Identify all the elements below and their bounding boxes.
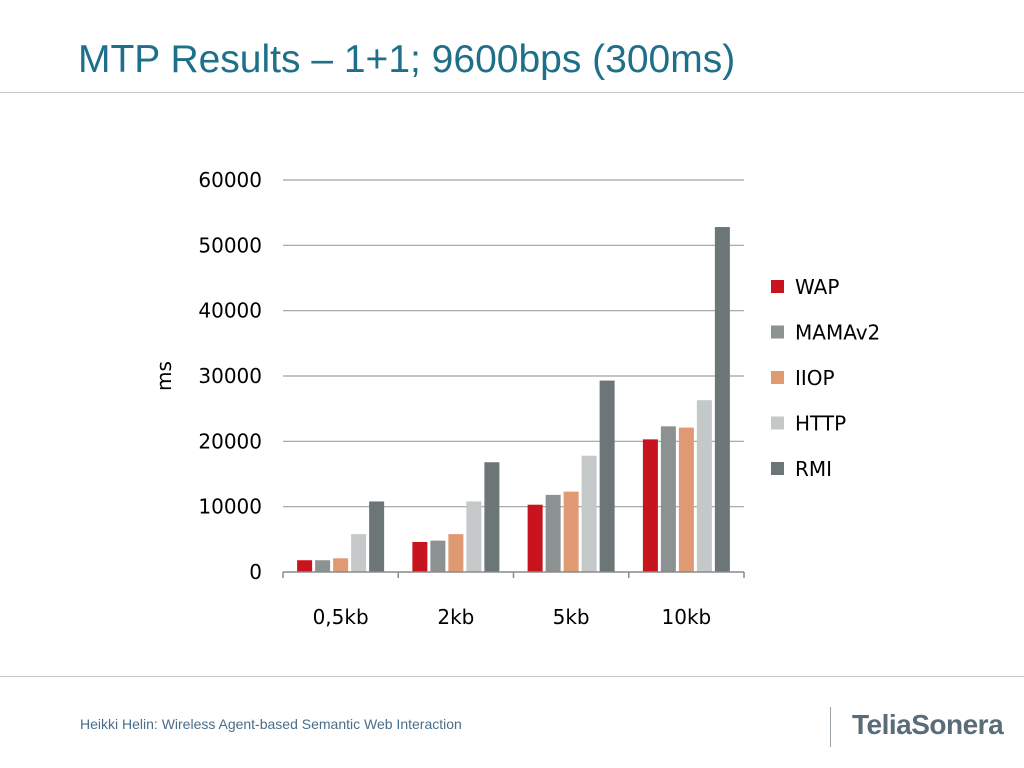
legend-swatch-iiop: [771, 371, 784, 384]
bar-http-1: [351, 534, 367, 572]
x-axis: [282, 571, 745, 578]
tick-labels: 0 10000 20000 30000 40000 50000 60000 0,5kb 2kb 5…: [198, 168, 711, 629]
y-tick-label: 50000: [198, 233, 262, 257]
y-tick-label: 10000: [198, 495, 262, 519]
bar-wap-2: [412, 541, 428, 572]
bar-chart: 0 10000 20000 30000 40000 50000 60000 0,5kb 2kb 5…: [152, 168, 880, 629]
legend-swatch-http: [771, 416, 784, 430]
logo-divider: [830, 707, 831, 747]
bar-iiop-1: [333, 558, 349, 572]
bar-rmi-3: [599, 380, 615, 572]
x-tick-label: 5kb: [553, 605, 590, 629]
y-tick-label: 0: [249, 560, 262, 584]
bar-http-2: [466, 501, 482, 572]
footer-divider: [0, 676, 1024, 677]
bar-http-4: [696, 400, 712, 572]
bar-rmi-2: [484, 462, 500, 572]
slide-title: MTP Results – 1+1; 9600bps (300ms): [78, 38, 736, 81]
legend-label-wap: WAP: [795, 275, 839, 299]
legend-swatch-wap: [771, 280, 784, 293]
legend-label-http: HTTP: [795, 412, 846, 436]
bar-wap-3: [527, 504, 543, 572]
y-axis-label: ms: [152, 361, 176, 391]
bar-iiop-4: [678, 427, 694, 572]
legend-label-iiop: IIOP: [795, 366, 835, 390]
bar-rmi-4: [714, 227, 730, 573]
bar-mamav2-3: [545, 494, 561, 572]
bar-wap-4: [642, 439, 658, 572]
legend: WAP MAMAv2 IIOP HTTP RMI: [771, 275, 880, 481]
bar-http-3: [581, 455, 597, 572]
bar-mamav2-1: [315, 560, 331, 572]
y-tick-label: 40000: [198, 299, 262, 323]
title-divider: [0, 92, 1024, 93]
y-tick-label: 60000: [198, 168, 262, 192]
legend-label-mamav2: MAMAv2: [795, 321, 880, 345]
bar-mamav2-2: [430, 540, 446, 572]
bars: [297, 227, 730, 573]
y-tick-label: 20000: [198, 429, 262, 453]
bar-wap-1: [297, 560, 313, 572]
legend-label-rmi: RMI: [795, 457, 832, 481]
bar-iiop-2: [448, 534, 464, 572]
x-tick-label: 10kb: [662, 605, 712, 629]
legend-swatch-rmi: [771, 462, 784, 475]
teliasonera-logo: TeliaSonera: [852, 709, 1004, 740]
bar-mamav2-4: [660, 426, 676, 572]
bar-rmi-1: [369, 501, 385, 572]
x-tick-label: 2kb: [437, 605, 474, 629]
footer-text: Heikki Helin: Wireless Agent-based Seman…: [80, 716, 462, 732]
x-tick-label: 0,5kb: [313, 605, 369, 629]
y-tick-label: 30000: [198, 364, 262, 388]
bar-iiop-3: [563, 491, 579, 572]
legend-swatch-mamav2: [771, 325, 784, 339]
